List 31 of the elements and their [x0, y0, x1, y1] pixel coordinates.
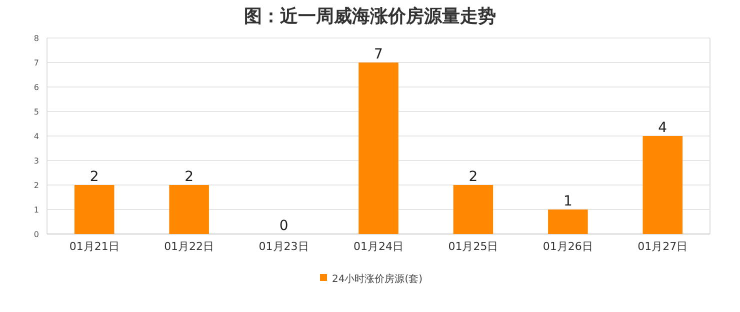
x-tick-label: 01月27日	[638, 240, 688, 253]
y-tick-label: 7	[34, 58, 39, 68]
bar	[453, 185, 494, 234]
data-label: 4	[658, 120, 668, 136]
x-tick-label: 01月21日	[69, 240, 120, 253]
bar	[548, 210, 588, 234]
data-label: 2	[468, 169, 478, 185]
bar	[169, 185, 209, 234]
x-tick-label: 01月26日	[542, 240, 593, 253]
y-tick-label: 6	[34, 83, 39, 92]
data-label: 1	[563, 194, 572, 210]
data-label: 0	[279, 218, 288, 234]
y-tick-label: 8	[34, 34, 39, 43]
y-tick-label: 0	[34, 230, 39, 239]
y-tick-label: 1	[34, 206, 39, 214]
legend-label: 24小时涨价房源(套)	[332, 273, 423, 285]
x-tick-label: 01月24日	[354, 240, 404, 253]
data-label: 2	[90, 169, 99, 185]
x-tick-label: 01月25日	[448, 240, 498, 253]
y-tick-label: 3	[34, 156, 39, 166]
chart-title: 图：近一周威海涨价房源量走势	[244, 6, 496, 27]
y-tick-label: 5	[34, 108, 39, 116]
y-tick-label: 2	[34, 181, 39, 190]
x-tick-label: 01月22日	[164, 240, 214, 253]
x-tick-label: 01月23日	[258, 240, 309, 253]
bar	[642, 136, 683, 234]
data-label: 7	[374, 46, 383, 62]
bar	[358, 62, 398, 234]
y-tick-label: 4	[34, 132, 39, 141]
data-label: 2	[184, 169, 194, 185]
bar	[74, 185, 114, 234]
